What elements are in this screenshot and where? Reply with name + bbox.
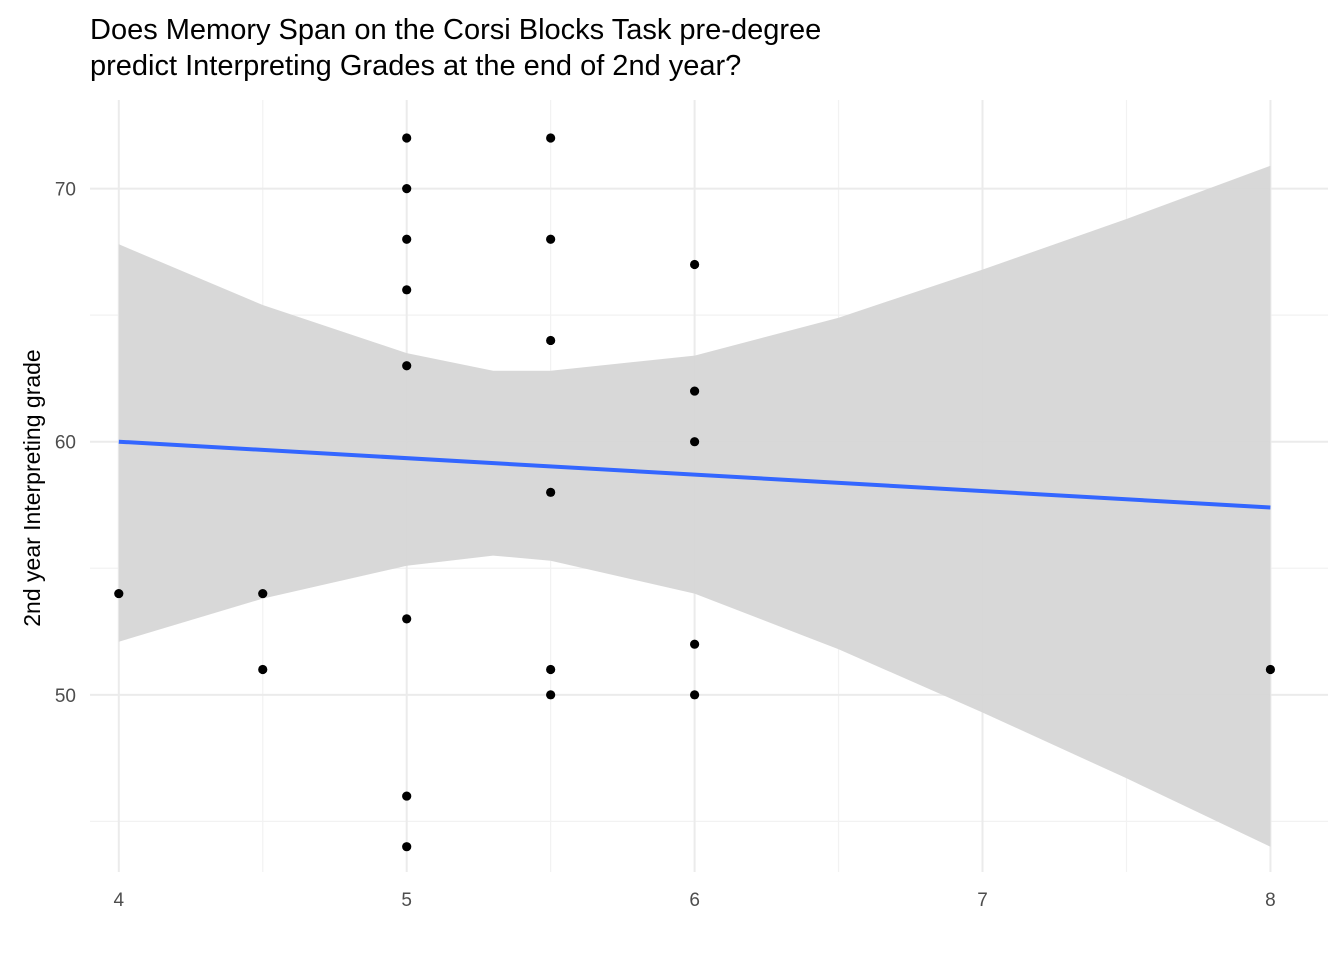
confidence-band (118, 165, 1271, 847)
data-point (690, 690, 700, 700)
data-points (114, 133, 1276, 852)
data-point (114, 588, 124, 599)
data-point (690, 437, 700, 447)
data-point (690, 639, 700, 649)
data-point (690, 259, 700, 270)
data-point (402, 183, 412, 194)
chart-title: Does Memory Span on the Corsi Blocks Tas… (90, 12, 821, 84)
x-tick-label: 4 (114, 890, 125, 911)
y-tick-label: 60 (55, 433, 76, 454)
data-point (1265, 664, 1276, 675)
data-point (402, 842, 412, 852)
data-point (546, 664, 556, 675)
y-tick-label: 50 (55, 686, 76, 707)
data-point (402, 133, 412, 143)
data-point (402, 614, 412, 624)
data-point (546, 234, 556, 244)
data-point (546, 335, 556, 346)
data-point (546, 133, 556, 143)
x-tick-label: 7 (977, 890, 988, 911)
y-tick-label: 70 (55, 180, 76, 201)
chart-title-line-1: Does Memory Span on the Corsi Blocks Tas… (90, 14, 822, 46)
data-point (402, 791, 412, 801)
x-axis-tick-labels: 4 5 6 7 8 (114, 890, 1276, 911)
data-point (258, 664, 268, 675)
data-point (402, 285, 412, 295)
y-axis-tick-labels: 50 60 70 (55, 180, 76, 707)
x-tick-label: 8 (1265, 890, 1276, 911)
chart-title-line-2: predict Interpreting Grades at the end o… (90, 50, 742, 82)
data-point (402, 234, 412, 244)
data-point (546, 690, 556, 700)
x-tick-label: 5 (401, 890, 412, 911)
data-point (402, 361, 412, 371)
x-tick-label: 6 (689, 890, 700, 911)
data-point (258, 588, 268, 599)
data-point (690, 386, 700, 396)
y-axis-title: 2nd year Interpreting grade (19, 349, 45, 626)
regression-line (118, 439, 1271, 510)
data-point (546, 487, 556, 497)
